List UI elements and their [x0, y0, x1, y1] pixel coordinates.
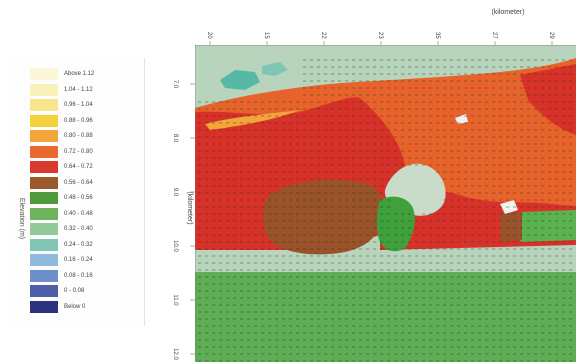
small-white-spot [455, 114, 468, 124]
green-patch-center [376, 196, 415, 252]
legend-item: 0.88 - 0.96 [30, 114, 93, 127]
legend-swatch [30, 99, 58, 111]
y-tick-label: 11.0 [172, 294, 178, 306]
legend-item: 0.08 - 0.16 [30, 269, 93, 282]
legend-item: 0.80 - 0.88 [30, 130, 93, 142]
x-axis-label: (kilometer) [491, 9, 524, 16]
y-axis-label: (kilometer) [186, 191, 193, 224]
legend-swatch [30, 145, 58, 158]
orange-streak [205, 110, 300, 130]
x-tick-labels: 20 15 22 23 35 27 29 [206, 32, 554, 45]
legend-label: 0.64 - 0.72 [64, 164, 93, 170]
x-tick-label: 27 [491, 32, 497, 39]
x-tick-label: 15 [263, 32, 269, 39]
x-tick-label: 23 [377, 32, 383, 39]
legend-item: 0 - 0.08 [30, 285, 84, 297]
legend-label: 0.24 - 0.32 [64, 241, 93, 248]
teal-patch-center [262, 62, 288, 76]
x-tick-label: 22 [320, 32, 326, 39]
legend-label: 0.80 - 0.88 [64, 133, 93, 139]
x-tick-label: 29 [548, 32, 554, 39]
legend-item: 0.32 - 0.40 [30, 223, 93, 235]
y-tick-labels: 7.0 8.0 9.0 10.0 11.0 12.0 [172, 80, 195, 360]
teal-patch-left [220, 70, 260, 90]
y-tick-label: 8.0 [172, 134, 178, 143]
legend-label: 0 - 0.08 [64, 288, 85, 294]
x-tick-label: 35 [434, 32, 440, 39]
legend-item: 0.48 - 0.56 [30, 192, 93, 204]
legend-swatch [30, 114, 58, 127]
legend-swatch [30, 254, 58, 266]
brown-region [263, 179, 383, 255]
legend-swatch [30, 269, 58, 282]
x-tick-label: 20 [206, 32, 212, 39]
legend-swatch [30, 238, 58, 251]
legend-swatch [30, 130, 58, 142]
legend-label: Above 1.12 [64, 71, 95, 77]
legend-label: 1.04 - 1.12 [64, 86, 93, 93]
land-strip [195, 259, 576, 272]
green-patch-right [520, 210, 576, 242]
legend-item: 0.56 - 0.64 [30, 176, 93, 189]
legend-swatch [30, 161, 58, 173]
velocity-arrows [198, 59, 573, 362]
map-area [195, 45, 576, 362]
green-region-bottom [195, 272, 576, 362]
legend-label: 0.56 - 0.64 [64, 179, 93, 186]
legend-label: 0.08 - 0.16 [64, 272, 93, 279]
legend-label: Below 0 [64, 303, 86, 310]
legend-label: 0.16 - 0.24 [64, 257, 93, 263]
legend-label: 0.96 - 1.04 [64, 102, 93, 108]
legend-item: 0.24 - 0.32 [30, 238, 93, 251]
legend-swatch [30, 192, 58, 204]
legend-label: 0.72 - 0.80 [64, 148, 93, 155]
legend-item: 0.72 - 0.80 [30, 145, 93, 158]
legend-swatch [30, 176, 58, 189]
legend-label: 0.40 - 0.48 [64, 210, 93, 217]
legend-label: 0.48 - 0.56 [64, 195, 93, 201]
legend-swatch [30, 223, 58, 235]
legend-item: 0.16 - 0.24 [30, 254, 93, 266]
legend-label: 0.32 - 0.40 [64, 226, 93, 232]
legend-item: 0.96 - 1.04 [30, 99, 93, 111]
legend-item: 0.64 - 0.72 [30, 161, 93, 173]
y-tick-label: 7.0 [172, 80, 178, 89]
legend-label: 0.88 - 0.96 [64, 117, 93, 124]
brown-patch-right [500, 212, 522, 242]
legend-item: Above 1.12 [30, 68, 94, 80]
y-tick-label: 12.0 [172, 348, 178, 360]
y-tick-label: 9.0 [172, 188, 178, 197]
legend-swatch [30, 285, 58, 297]
legend-swatch [30, 83, 58, 96]
legend-swatch [30, 68, 58, 80]
legend-item: 1.04 - 1.12 [30, 83, 93, 96]
y-tick-label: 10.0 [172, 240, 178, 252]
legend-item: 0.40 - 0.48 [30, 207, 93, 220]
legend: Elevation (m) Above 1.12 1.04 - 1.12 0.96 … [8, 58, 145, 326]
legend-swatch [30, 300, 58, 313]
legend-swatch [30, 207, 58, 220]
legend-item: Below 0 [30, 300, 86, 313]
red-region-upper-right [520, 64, 576, 135]
